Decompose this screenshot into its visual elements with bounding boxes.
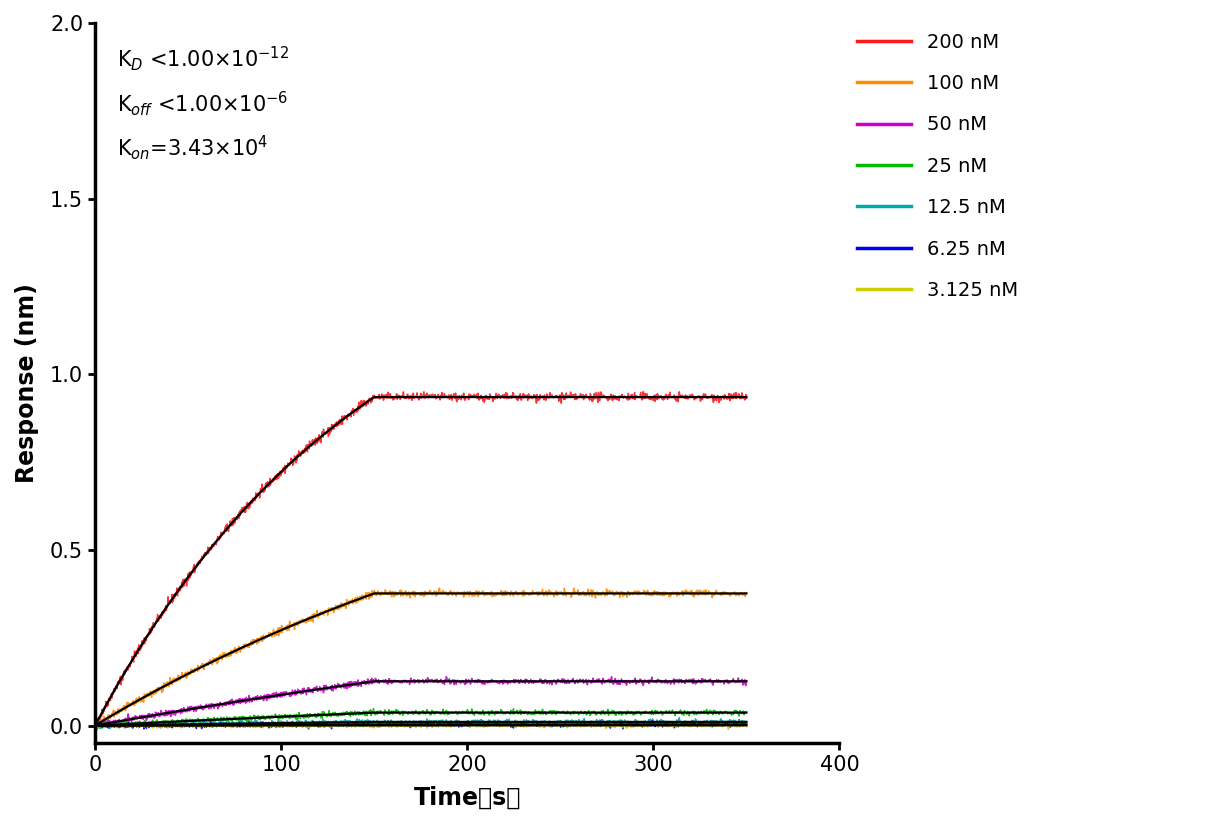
- Text: K$_D$ <1.00×10$^{-12}$
K$_{off}$ <1.00×10$^{-6}$
K$_{on}$=3.43×10$^{4}$: K$_D$ <1.00×10$^{-12}$ K$_{off}$ <1.00×1…: [117, 45, 290, 163]
- X-axis label: Time（s）: Time（s）: [414, 786, 521, 810]
- Y-axis label: Response (nm): Response (nm): [15, 283, 39, 483]
- Legend: 200 nM, 100 nM, 50 nM, 25 nM, 12.5 nM, 6.25 nM, 3.125 nM: 200 nM, 100 nM, 50 nM, 25 nM, 12.5 nM, 6…: [856, 33, 1018, 300]
